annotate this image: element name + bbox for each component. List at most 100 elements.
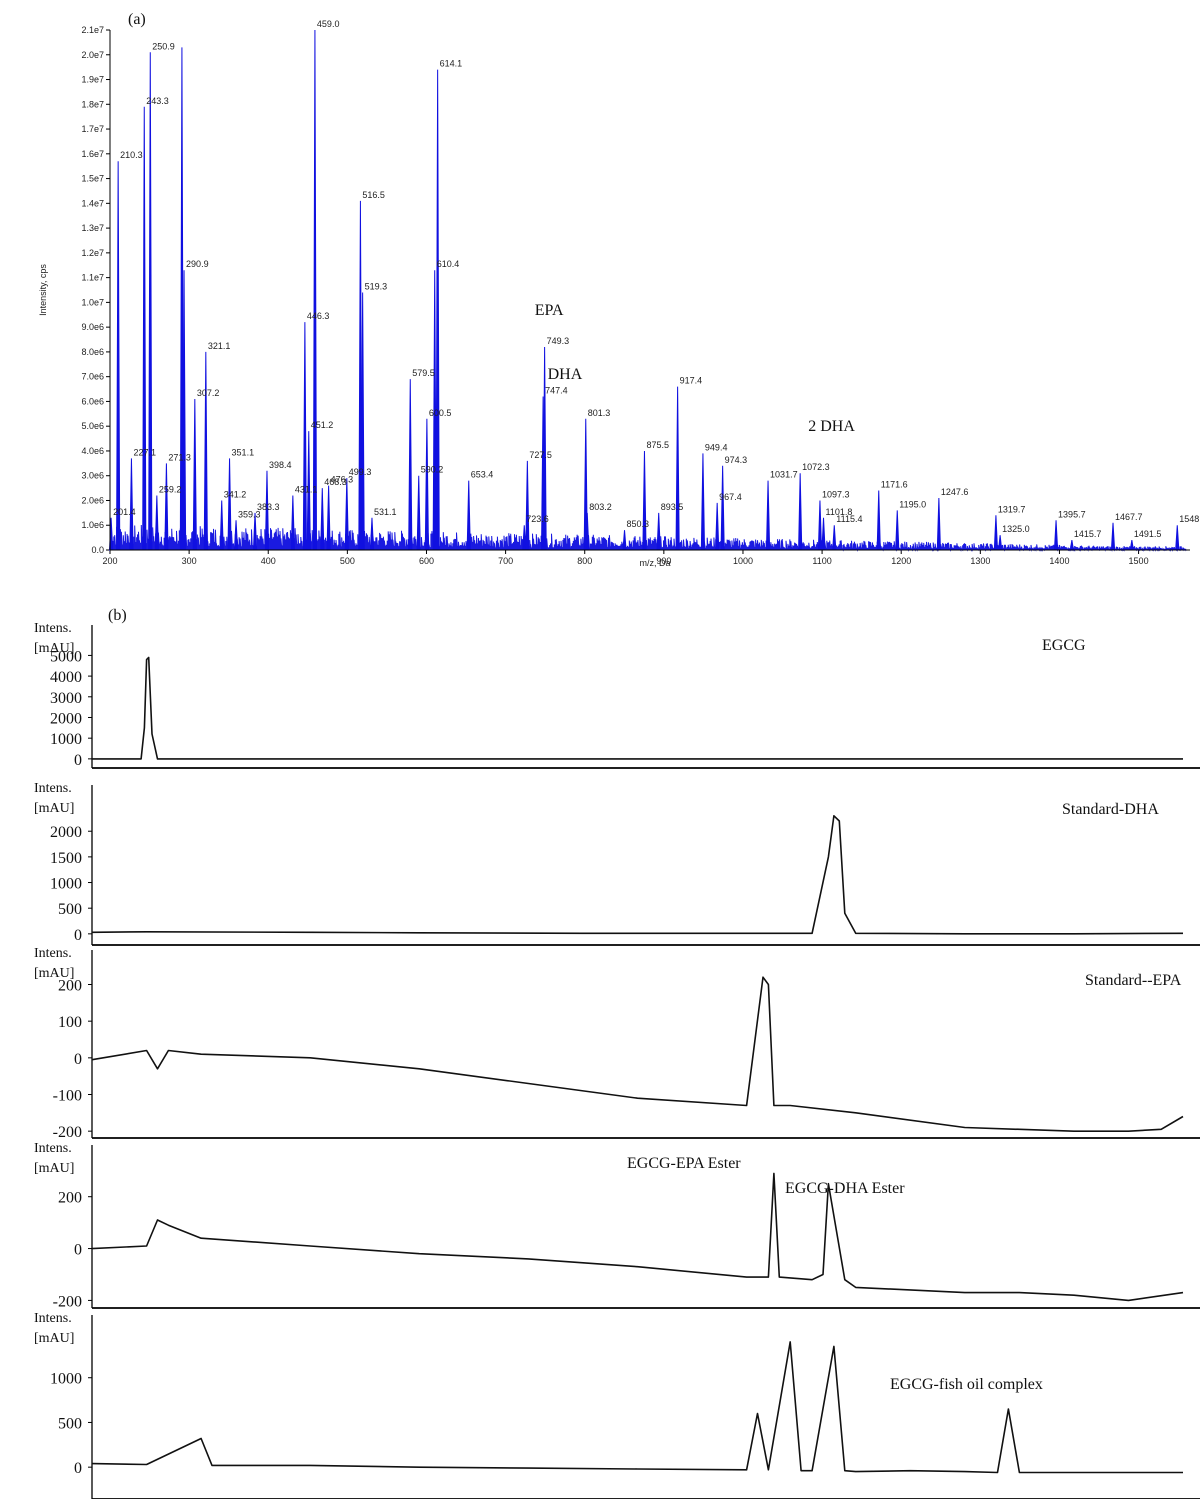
trace-ylabel-unit: [mAU]	[34, 966, 74, 981]
ms-peak	[715, 502, 720, 551]
ms-peak-label: 974.3	[725, 455, 748, 465]
trace-line	[91, 976, 1184, 1132]
ms-peak-label: 579.5	[412, 368, 435, 378]
ms-peak	[233, 520, 239, 551]
ms-y-tick-label: 1.4e7	[81, 198, 104, 208]
ms-peak	[302, 322, 307, 551]
ms-peak-label: 967.4	[719, 492, 742, 502]
trace-y-tick-label: 1500	[50, 850, 82, 867]
ms-peak-label: 801.3	[588, 408, 611, 418]
chromatogram-panel: (b) Intens.[mAU]500040003000200010000EGC…	[34, 607, 1200, 1499]
ms-y-tick-label: 1.5e7	[81, 174, 104, 184]
ms-peak-label: 1195.0	[899, 499, 926, 509]
ms-peak-label: 459.0	[317, 19, 340, 29]
ms-peak-label: 476.3	[331, 475, 354, 485]
ms-peak	[817, 500, 823, 551]
trace-name: Standard--EPA	[1085, 972, 1182, 989]
ms-peak-label: 250.9	[152, 41, 175, 51]
ms-peak-label: 803.2	[589, 502, 612, 512]
ms-y-tick-label: 6.0e6	[81, 396, 104, 406]
ms-baseline-noise	[109, 524, 1187, 552]
trace-y-tick-label: 5000	[50, 648, 82, 665]
ms-y-tick-label: 3.0e6	[81, 471, 104, 481]
ms-peak-label: 1491.5	[1134, 529, 1162, 539]
ms-y-tick-label: 1.2e7	[81, 248, 104, 258]
ms-peak	[344, 478, 349, 551]
ms-peak	[227, 458, 232, 551]
ms-x-tick-label: 1300	[970, 556, 990, 566]
trace-name-2: EGCG-DHA Ester	[785, 1180, 905, 1197]
ms-x-tick-label: 1400	[1049, 556, 1069, 566]
trace-y-tick-label: 0	[74, 927, 82, 944]
ms-peak	[798, 473, 803, 551]
ms-x-tick-label: 1200	[891, 556, 911, 566]
ms-x-tick-label: 1000	[733, 556, 753, 566]
ms-peaks	[108, 29, 1180, 551]
trace-ylabel: Intens.	[34, 621, 72, 636]
ms-x-tick-label: 1100	[812, 556, 831, 566]
ms-peak	[821, 517, 826, 551]
ms-peak	[164, 463, 169, 551]
ms-peak	[876, 490, 881, 551]
ms-peak-label: 1395.7	[1058, 509, 1086, 519]
ms-peak	[1175, 525, 1180, 551]
ms-y-tick-label: 1.0e7	[81, 297, 104, 307]
ms-peak-label: 749.3	[547, 336, 570, 346]
chromatogram-5: Intens. [mAU] 1000 500 0 EGCG-fish oil comple…	[34, 1311, 1200, 1499]
ms-peak	[154, 495, 159, 551]
ms-peak	[622, 530, 627, 551]
ms-peak	[1069, 540, 1075, 551]
ms-peak-label: 949.4	[705, 442, 728, 452]
ms-y-tick-label: 1.6e7	[81, 149, 104, 159]
ms-peak-label: 359.3	[238, 509, 261, 519]
ms-annotation: DHA	[548, 366, 583, 383]
ms-peak-label: 341.2	[224, 489, 247, 499]
ms-annotation: 2 DHA	[808, 418, 855, 435]
ms-peak	[416, 475, 421, 551]
ms-peak-label: 516.5	[362, 190, 385, 200]
trace-ylabel-unit: [mAU]	[34, 801, 74, 816]
ms-annotation: EPA	[535, 302, 564, 319]
ms-peak-label: 383.3	[257, 502, 280, 512]
trace-y-tick-label: 4000	[50, 669, 82, 686]
ms-annotations: EPA DHA 2 DHA	[535, 302, 856, 435]
trace-y-tick-label: 0	[74, 1051, 82, 1068]
ms-peak-label: 1101.8	[826, 507, 853, 517]
ms-peak-label: 210.3	[120, 150, 143, 160]
ms-peak	[320, 488, 325, 551]
trace-ylabel-unit: [mAU]	[34, 1331, 74, 1346]
ms-peak-label: 519.3	[365, 281, 388, 291]
ms-x-tick-label: 400	[261, 556, 276, 566]
ms-peak-label: 653.4	[471, 470, 494, 480]
ms-x-tick-label: 200	[102, 556, 117, 566]
ms-peak-label: 1247.6	[941, 487, 969, 497]
ms-peak-label: 1097.3	[822, 489, 850, 499]
trace-y-tick-label: 1000	[50, 731, 82, 748]
chromatogram-1: Intens. [mAU]5000 4000 3000 2000 1000 0 EGCG	[34, 621, 1200, 769]
ms-x-tick-label: 300	[182, 556, 197, 566]
trace-ylabel: Intens.	[34, 1141, 72, 1156]
mass-spectrum-panel: (a) Intensity, cps m/z, Da 0.0 1.0e6 2.0e6…	[38, 11, 1200, 568]
trace-y-tick-label: 0	[74, 752, 82, 769]
ms-peak	[1129, 540, 1135, 551]
ms-peak-label: 227.1	[133, 447, 156, 457]
ms-peak-label: 614.1	[440, 59, 463, 69]
ms-y-tick-label: 9.0e6	[81, 322, 104, 332]
ms-x-tick-label: 500	[340, 556, 355, 566]
ms-peak	[424, 418, 429, 551]
ms-peak-label: 1548.9	[1179, 514, 1200, 524]
panel-b-label: (b)	[108, 607, 127, 624]
trace-ylabel: Intens.	[34, 781, 72, 796]
chromatogram-4: Intens. [mAU] 200 0 -200 EGCG-EPA Ester EGCG-D…	[34, 1141, 1200, 1310]
ms-peak	[116, 161, 121, 551]
ms-peak-label: 259.2	[159, 485, 182, 495]
trace-ylabel-unit: [mAU]	[34, 1161, 74, 1176]
ms-x-tick-label: 900	[656, 556, 671, 566]
ms-peak	[720, 465, 725, 551]
ms-peak	[148, 52, 153, 551]
ms-x-tick-label: 600	[419, 556, 434, 566]
ms-peak-label: 499.3	[349, 467, 372, 477]
ms-peak-label: 468.3	[324, 477, 347, 487]
trace-line	[91, 1341, 1183, 1474]
